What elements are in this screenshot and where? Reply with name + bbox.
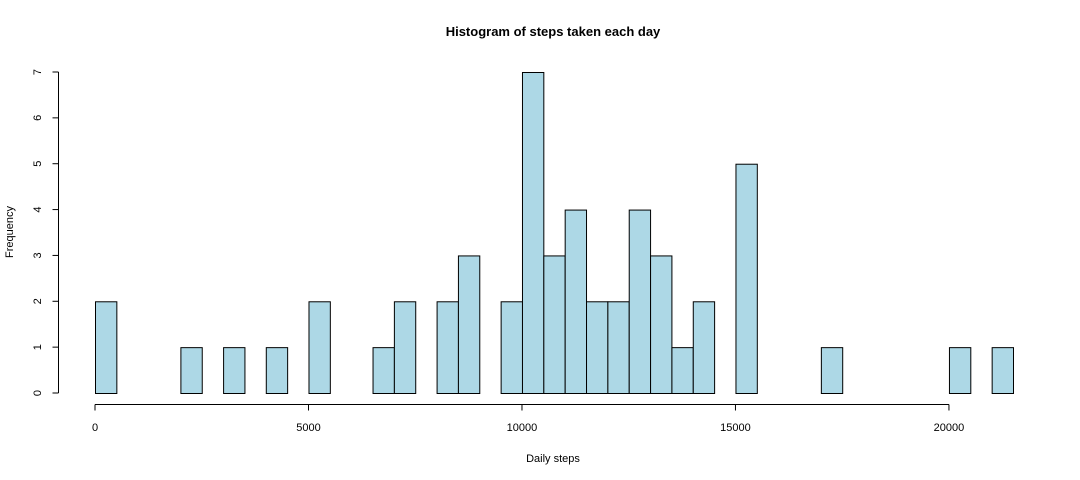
histogram-bar-3 <box>265 347 289 394</box>
bars-group <box>95 72 1015 394</box>
x-tick-label: 15000 <box>720 422 751 434</box>
y-tick-label: 6 <box>32 115 44 121</box>
histogram-bar-14 <box>607 301 630 394</box>
histogram-bar-12 <box>564 209 588 394</box>
y-tick-label: 0 <box>32 390 44 396</box>
x-axis: 0 5000 10000 15000 20000 <box>92 404 965 434</box>
histogram-bar-16 <box>650 255 673 394</box>
histogram-bar-22 <box>991 347 1015 394</box>
histogram-bar-20 <box>820 347 844 394</box>
histogram-bar-10 <box>521 72 545 394</box>
histogram-bar-21 <box>948 347 972 394</box>
histogram-bar-13 <box>586 301 609 394</box>
y-tick-label: 3 <box>32 252 44 258</box>
y-axis: 0 1 2 3 4 5 6 7 <box>32 69 59 396</box>
x-tick-label: 20000 <box>934 422 965 434</box>
y-tick-label: 4 <box>32 207 44 213</box>
x-tick-label: 5000 <box>296 422 320 434</box>
histogram-bar-5 <box>372 347 395 394</box>
y-tick-label: 7 <box>32 69 44 75</box>
histogram-bar-0 <box>95 301 118 394</box>
histogram-bar-4 <box>308 301 331 394</box>
x-tick-label: 10000 <box>507 422 538 434</box>
histogram-bar-6 <box>393 301 417 394</box>
histogram-bar-18 <box>692 301 716 394</box>
y-axis-label: Frequency <box>4 206 16 258</box>
histogram-bar-9 <box>500 301 523 394</box>
histogram-bar-19 <box>735 163 758 394</box>
histogram-bar-1 <box>180 347 203 394</box>
histogram-bar-7 <box>436 301 459 394</box>
y-tick-label: 2 <box>32 298 44 304</box>
chart-title: Histogram of steps taken each day <box>446 24 661 39</box>
histogram-bar-2 <box>223 347 246 394</box>
histogram-bar-8 <box>457 255 481 394</box>
histogram-bar-11 <box>543 255 566 394</box>
x-tick-label: 0 <box>92 422 98 434</box>
x-axis-label: Daily steps <box>526 453 580 465</box>
y-tick-label: 5 <box>32 161 44 167</box>
histogram-bar-15 <box>628 209 652 394</box>
y-tick-label: 1 <box>32 344 44 350</box>
histogram-bar-17 <box>671 347 694 394</box>
